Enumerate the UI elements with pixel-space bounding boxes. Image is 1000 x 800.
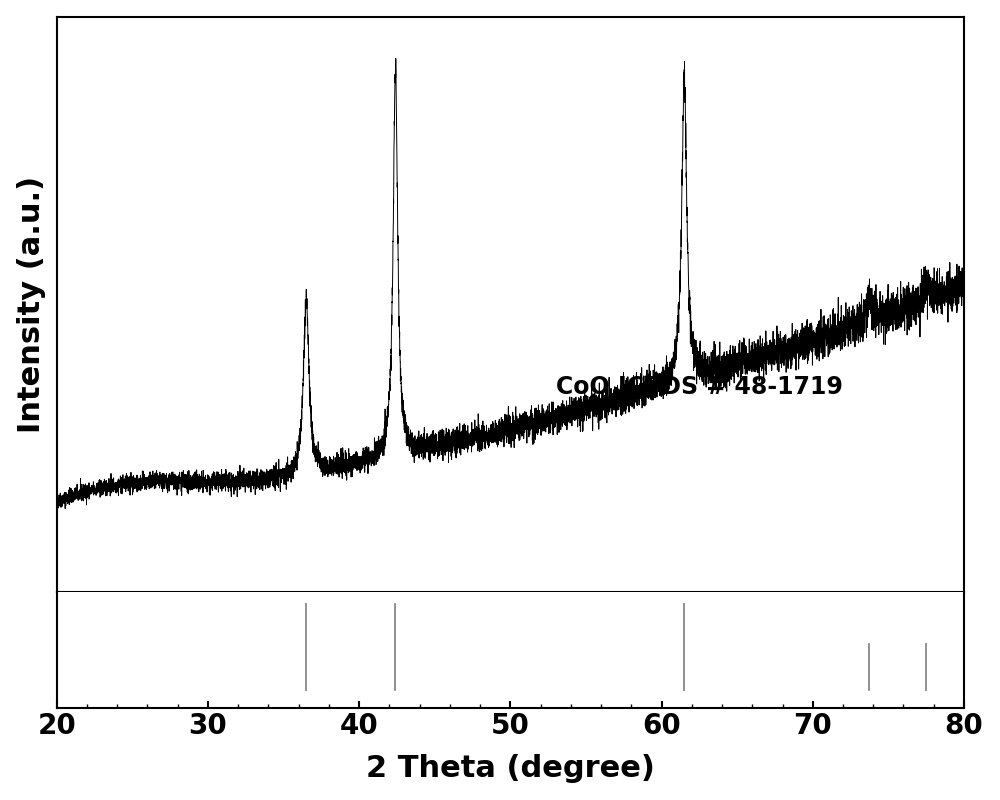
Text: CoO JCPDS # 48-1719: CoO JCPDS # 48-1719 — [556, 374, 843, 398]
X-axis label: 2 Theta (degree): 2 Theta (degree) — [366, 754, 655, 783]
Y-axis label: Intensity (a.u.): Intensity (a.u.) — [17, 176, 46, 433]
